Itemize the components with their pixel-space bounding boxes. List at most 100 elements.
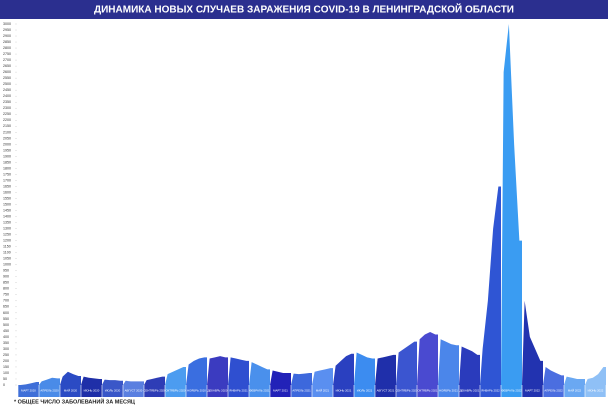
y-tick-label: 1300 (3, 227, 11, 231)
x-tick-label: ОКТЯБРЬ 2021 (417, 389, 437, 393)
area-segment (480, 186, 501, 385)
y-tick-label: 2200 (3, 118, 11, 122)
x-tick-label: ОКТЯБРЬ 2020 (165, 389, 185, 393)
y-tick-label: 2650 (3, 64, 11, 68)
month-box (291, 385, 312, 397)
area-segment (396, 341, 417, 385)
month-box (228, 385, 249, 397)
month-box (123, 385, 144, 397)
month-box (207, 385, 228, 397)
x-tick-label: АПРЕЛЬ 2022 (544, 389, 563, 393)
y-tick-label: 350 (3, 341, 9, 345)
area-segment (270, 370, 291, 385)
y-tick-label: 250 (3, 353, 9, 357)
y-tick-label: 1450 (3, 208, 11, 212)
y-tick-label: 300 (3, 347, 9, 351)
y-tick-label: 2400 (3, 94, 11, 98)
y-tick-label: 450 (3, 329, 9, 333)
area-segment (102, 379, 123, 385)
y-tick-label: 1650 (3, 184, 11, 188)
area-segment (81, 376, 102, 385)
y-tick-label: 2850 (3, 40, 11, 44)
y-tick-label: 700 (3, 299, 9, 303)
month-box (522, 385, 543, 397)
x-tick-label: АПРЕЛЬ 2021 (292, 389, 311, 393)
month-box (144, 385, 165, 397)
month-box (585, 385, 606, 397)
y-tick-label: 750 (3, 293, 9, 297)
y-tick-label: 1600 (3, 190, 11, 194)
y-tick-label: 550 (3, 317, 9, 321)
y-tick-label: 2900 (3, 34, 11, 38)
x-tick-label: МАРТ 2021 (273, 389, 288, 393)
footnote: * ОБЩЕЕ ЧИСЛО ЗАБОЛЕВАНИЙ ЗА МЕСЯЦ (14, 397, 135, 405)
y-tick-label: 600 (3, 311, 9, 315)
y-tick-label: 2700 (3, 58, 11, 62)
y-tick-label: 1150 (3, 245, 11, 249)
y-tick-label: 1750 (3, 172, 11, 176)
y-tick-label: 200 (3, 359, 9, 363)
area-segment (207, 356, 228, 385)
y-tick-label: 0 (3, 383, 5, 387)
month-box (333, 385, 354, 397)
area-segment (165, 366, 186, 385)
x-tick-label: ЯНВАРЬ 2021 (229, 389, 248, 393)
x-tick-label: НОЯБРЬ 2020 (187, 389, 206, 393)
y-tick-label: 1500 (3, 202, 11, 206)
month-box (39, 385, 60, 397)
area-segment (123, 380, 144, 385)
y-tick-label: 1000 (3, 263, 11, 267)
month-box (417, 385, 438, 397)
area-segment (459, 346, 480, 385)
month-box (396, 385, 417, 397)
area-segment (228, 357, 249, 385)
area-segment (249, 362, 270, 385)
x-tick-label: ИЮНЬ 2022 (588, 389, 604, 393)
x-tick-label: ФЕВРАЛЬ 2022 (501, 389, 522, 393)
y-tick-label: 2600 (3, 70, 11, 74)
x-tick-label: ИЮНЬ 2021 (336, 389, 352, 393)
month-box (312, 385, 333, 397)
y-tick-label: 1950 (3, 148, 11, 152)
area-segment (186, 357, 207, 385)
y-tick-label: 2800 (3, 46, 11, 50)
y-tick-label: 900 (3, 275, 9, 279)
x-tick-label: ЯНВАРЬ 2022 (481, 389, 500, 393)
area-segment (60, 371, 81, 385)
x-tick-label: МАЙ 2020 (64, 389, 78, 393)
y-tick-label: 2100 (3, 130, 11, 134)
y-tick-label: 2750 (3, 52, 11, 56)
month-box (270, 385, 291, 397)
month-box (165, 385, 186, 397)
area-segment (312, 368, 333, 385)
y-tick-label: 1700 (3, 178, 11, 182)
y-tick-label: 2350 (3, 100, 11, 104)
y-tick-label: 100 (3, 371, 9, 375)
y-tick-label: 2550 (3, 76, 11, 80)
area-segment (39, 377, 60, 385)
month-box (60, 385, 81, 397)
y-tick-label: 2150 (3, 124, 11, 128)
y-tick-label: 2500 (3, 82, 11, 86)
y-tick-label: 2450 (3, 88, 11, 92)
x-tick-label: АВГУСТ 2021 (377, 389, 395, 393)
area-segment (564, 376, 585, 385)
y-tick-label: 1800 (3, 166, 11, 170)
x-tick-label: МАРТ 2022 (525, 389, 540, 393)
y-tick-label: 1050 (3, 257, 11, 261)
y-tick-label: 1350 (3, 221, 11, 225)
y-tick-label: 1550 (3, 196, 11, 200)
y-tick-label: 1100 (3, 251, 11, 255)
month-box (543, 385, 564, 397)
x-tick-label: СЕНТЯБРЬ 2020 (143, 389, 166, 393)
month-box (438, 385, 459, 397)
x-tick-label: ДЕКАБРЬ 2020 (208, 389, 228, 393)
x-tick-label: ФЕВРАЛЬ 2021 (249, 389, 270, 393)
area-segment (543, 366, 564, 385)
month-box (81, 385, 102, 397)
x-tick-label: НОЯБРЬ 2021 (439, 389, 458, 393)
month-box (375, 385, 396, 397)
x-tick-label: ИЮЛЬ 2021 (357, 389, 373, 393)
y-tick-label: 1850 (3, 160, 11, 164)
area-segment (501, 24, 522, 385)
